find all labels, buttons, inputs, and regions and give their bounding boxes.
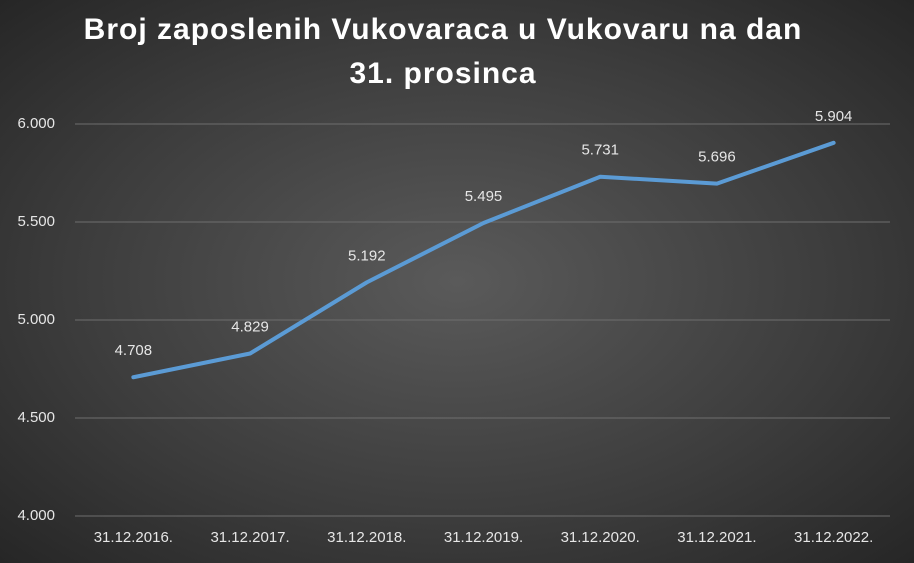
y-tick-label: 5.000: [17, 311, 55, 328]
chart-title: Broj zaposlenih Vukovaraca u Vukovaru na…: [83, 13, 803, 90]
x-tick-label: 31.12.2021.: [677, 529, 756, 546]
x-tick-label: 31.12.2017.: [210, 529, 289, 546]
data-label: 4.829: [231, 318, 269, 335]
data-label: 5.731: [581, 142, 619, 159]
y-tick-label: 4.500: [17, 409, 55, 426]
x-tick-label: 31.12.2018.: [327, 529, 406, 546]
data-label: 5.696: [698, 149, 736, 166]
data-label: 5.192: [348, 247, 386, 264]
x-tick-label: 31.12.2019.: [444, 529, 523, 546]
x-tick-label: 31.12.2022.: [794, 529, 873, 546]
data-line: [131, 140, 836, 380]
x-tick-label: 31.12.2016.: [94, 529, 173, 546]
y-tick-label: 6.000: [17, 115, 55, 132]
data-label: 5.495: [465, 188, 503, 205]
y-tick-label: 4.000: [17, 507, 55, 524]
data-label: 5.904: [815, 108, 853, 125]
x-tick-label: 31.12.2020.: [561, 529, 640, 546]
data-label: 4.708: [115, 342, 153, 359]
y-tick-label: 5.500: [17, 213, 55, 230]
